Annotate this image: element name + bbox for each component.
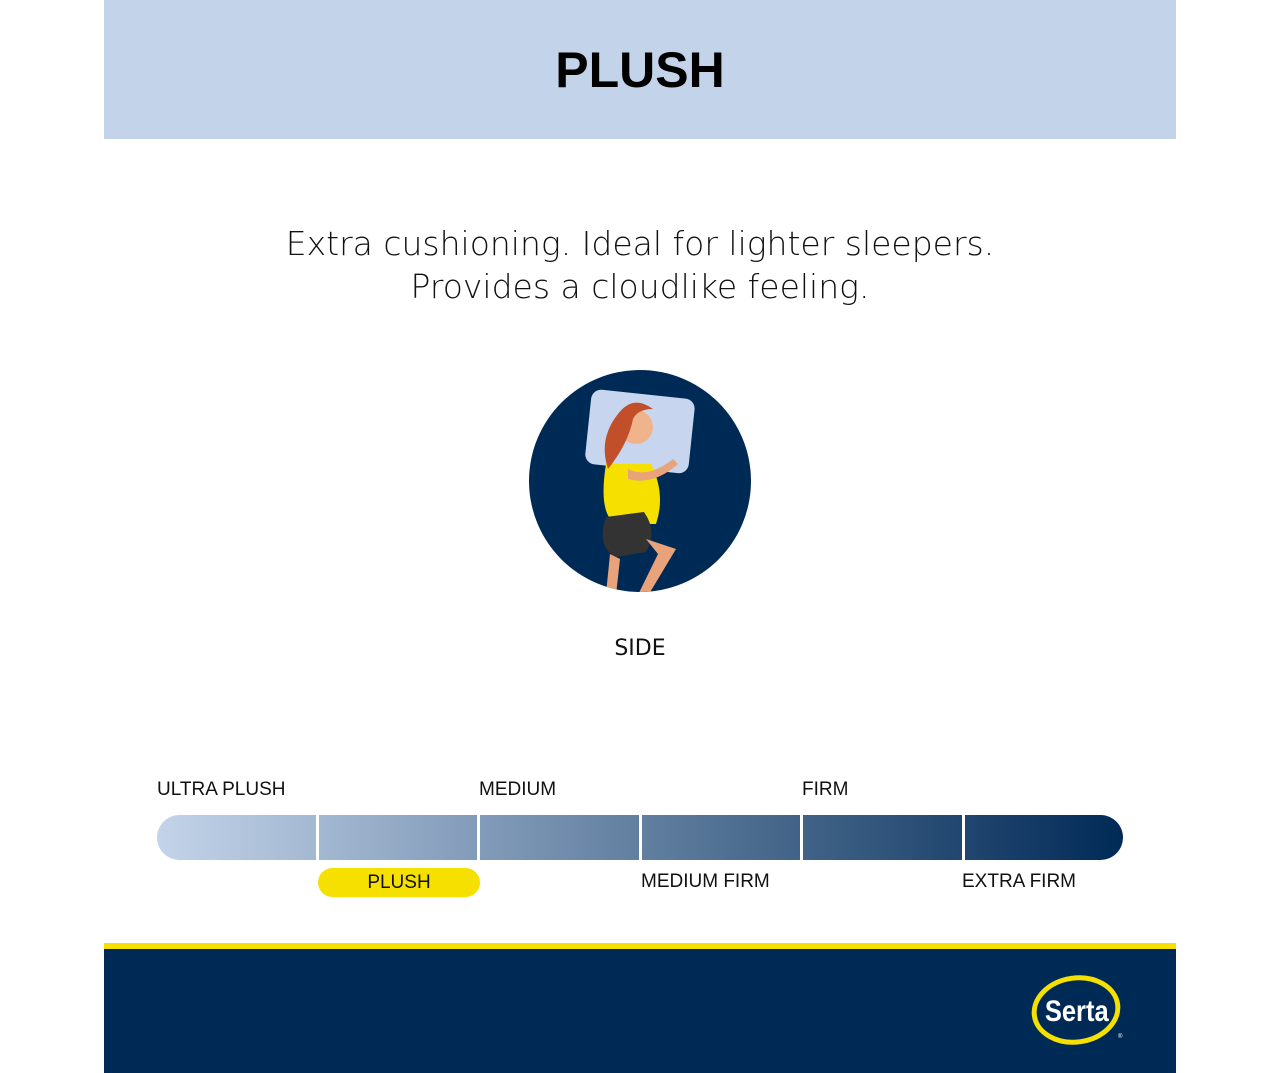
description-line-1: Extra cushioning. Ideal for lighter slee… xyxy=(285,224,995,263)
scale-label-medium: MEDIUM xyxy=(479,779,557,800)
page-title: PLUSH xyxy=(555,41,725,98)
footer-band xyxy=(104,949,1176,1073)
serta-logo: Serta ® xyxy=(1031,975,1123,1045)
sleep-position-label: SIDE xyxy=(614,636,666,661)
scale-label-medium-firm: MEDIUM FIRM xyxy=(641,871,770,892)
firmness-scale-bar xyxy=(157,815,1123,860)
scale-label-firm: FIRM xyxy=(802,779,849,800)
footer-accent-stripe xyxy=(104,943,1176,949)
firmness-segment-4 xyxy=(641,815,800,860)
description-line-2: Provides a cloudlike feeling. xyxy=(410,267,870,306)
header-banner: PLUSH xyxy=(104,0,1176,139)
description: Extra cushioning. Ideal for lighter slee… xyxy=(0,222,1280,308)
firmness-segment-3 xyxy=(480,815,639,860)
firmness-segment-2 xyxy=(318,815,477,860)
firmness-segment-5 xyxy=(803,815,962,860)
selected-firmness-badge: PLUSH xyxy=(318,868,480,897)
scale-label-ultra-plush: ULTRA PLUSH xyxy=(157,779,286,800)
firmness-segment-1 xyxy=(157,815,316,860)
scale-label-extra-firm: EXTRA FIRM xyxy=(962,871,1077,892)
svg-text:Serta: Serta xyxy=(1045,994,1109,1027)
svg-text:®: ® xyxy=(1118,1033,1123,1040)
side-sleeper-illustration-icon xyxy=(529,370,751,592)
firmness-segment-6 xyxy=(964,815,1123,860)
